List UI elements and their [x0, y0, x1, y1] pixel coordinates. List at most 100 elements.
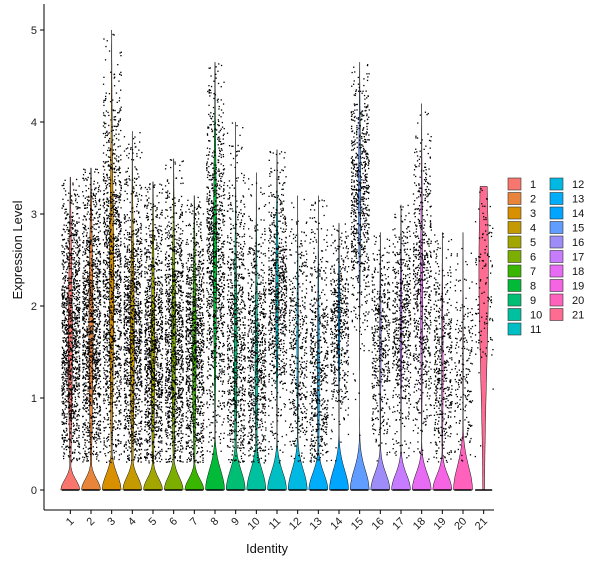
point: [140, 241, 142, 243]
point: [65, 445, 67, 447]
point: [71, 319, 74, 321]
point: [94, 390, 97, 392]
point: [103, 330, 105, 333]
point: [68, 282, 70, 284]
point: [75, 358, 77, 360]
point: [84, 355, 86, 357]
point: [158, 325, 161, 327]
point: [67, 446, 70, 449]
point: [130, 368, 132, 370]
point: [124, 316, 127, 318]
point: [62, 311, 64, 313]
point: [132, 323, 135, 325]
point: [96, 287, 98, 289]
point: [134, 299, 136, 301]
point: [91, 301, 93, 304]
point: [119, 167, 121, 169]
point: [87, 346, 89, 348]
point: [98, 424, 100, 426]
point: [134, 266, 136, 268]
point: [99, 336, 101, 338]
point: [137, 198, 139, 200]
point: [93, 438, 95, 440]
point: [75, 189, 77, 191]
point: [130, 353, 132, 355]
point: [94, 365, 97, 367]
point: [71, 410, 73, 412]
point: [139, 367, 141, 370]
point: [108, 350, 110, 352]
point: [96, 286, 98, 288]
point: [104, 161, 107, 163]
point: [78, 342, 80, 344]
point: [112, 152, 114, 154]
point: [113, 299, 115, 301]
point: [103, 313, 106, 316]
point: [112, 211, 115, 213]
point: [125, 346, 127, 349]
point: [118, 348, 120, 350]
point: [108, 397, 110, 399]
point: [97, 289, 99, 291]
point: [93, 180, 95, 182]
point: [132, 267, 134, 269]
point: [82, 310, 84, 313]
point: [64, 320, 66, 322]
point: [76, 373, 78, 375]
point: [70, 234, 73, 236]
point: [72, 451, 74, 453]
point: [68, 393, 70, 395]
point: [156, 409, 158, 412]
point: [131, 336, 133, 338]
point: [109, 352, 111, 354]
point: [84, 225, 87, 228]
point: [68, 229, 70, 231]
point: [62, 410, 64, 412]
point: [117, 443, 120, 445]
point: [62, 354, 65, 356]
point: [133, 255, 135, 257]
point: [103, 189, 105, 192]
point: [66, 304, 68, 306]
point: [103, 220, 105, 222]
point: [136, 402, 138, 405]
point: [136, 438, 138, 440]
point: [87, 292, 89, 294]
point: [108, 310, 110, 312]
point: [135, 329, 137, 331]
point: [116, 325, 118, 327]
point: [140, 232, 142, 234]
point: [63, 341, 65, 343]
point: [79, 307, 81, 309]
point: [84, 169, 86, 171]
point: [76, 307, 78, 309]
point: [129, 280, 131, 282]
point: [78, 221, 80, 223]
point: [141, 384, 143, 387]
point: [64, 328, 66, 330]
point: [150, 342, 152, 344]
point: [140, 352, 142, 354]
point: [108, 306, 110, 308]
point: [82, 272, 84, 274]
point: [67, 320, 69, 323]
point: [70, 428, 72, 430]
point: [63, 311, 66, 313]
point: [94, 195, 96, 197]
point: [62, 304, 64, 306]
point: [136, 255, 138, 257]
point: [141, 264, 143, 266]
point: [126, 238, 128, 240]
point: [131, 251, 133, 253]
point: [140, 275, 142, 278]
point: [115, 197, 117, 199]
point: [127, 320, 129, 322]
point: [139, 284, 141, 286]
point: [110, 71, 112, 73]
point: [68, 388, 71, 390]
point: [131, 367, 133, 369]
point: [123, 362, 126, 365]
point: [109, 222, 111, 224]
point: [132, 387, 134, 389]
point: [94, 329, 96, 332]
